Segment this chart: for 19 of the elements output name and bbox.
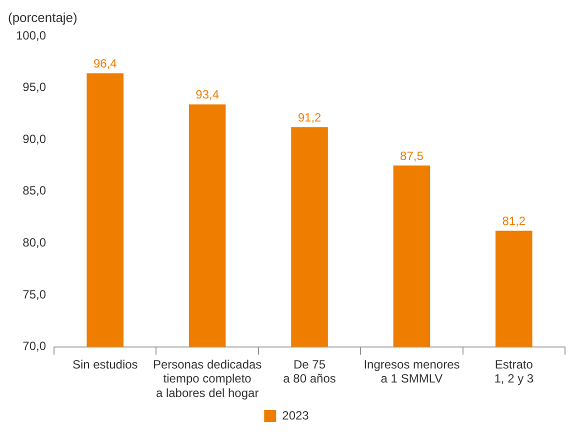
data-label: 93,4 (196, 88, 220, 102)
data-label: 96,4 (93, 56, 118, 71)
x-tick-label: Sin estudios (72, 357, 138, 372)
data-label: 91,2 (298, 110, 322, 124)
y-tick-label: 90,0 (22, 132, 46, 146)
x-tick-label: De 75 a 80 años (283, 357, 336, 386)
y-axis-title: (porcentaje) (8, 10, 78, 26)
y-tick-label: 100,0 (16, 28, 46, 42)
x-tick-label: Ingresos menores a 1 SMMLV (364, 357, 460, 386)
y-tick-label: 80,0 (22, 236, 46, 250)
data-label: 87,5 (400, 148, 424, 163)
x-tick-label: Personas dedicadas tiempo completo a labores del hogar (152, 357, 262, 400)
y-tick-label: 95,0 (22, 80, 46, 94)
data-label: 81,2 (502, 214, 526, 228)
legend-label: 2023 (282, 408, 310, 422)
y-tick-label: 85,0 (22, 184, 46, 198)
x-tick-label: Estrato 1, 2 y 3 (494, 357, 534, 386)
y-tick-label: 70,0 (22, 339, 46, 354)
y-tick-label: 75,0 (22, 287, 46, 302)
